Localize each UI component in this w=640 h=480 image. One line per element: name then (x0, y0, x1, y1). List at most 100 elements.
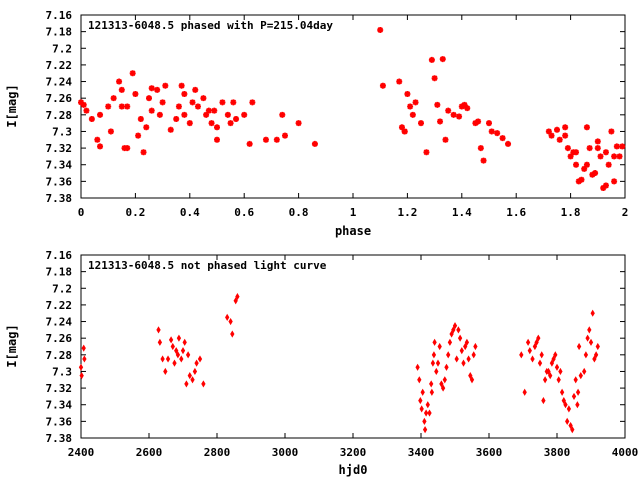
data-point (586, 145, 593, 152)
data-point (273, 136, 280, 143)
data-point (466, 355, 471, 363)
data-point (442, 136, 449, 143)
data-point (494, 130, 501, 137)
data-point (78, 363, 84, 371)
data-point (148, 85, 155, 92)
data-point (573, 149, 580, 156)
data-point (468, 372, 473, 380)
data-point (420, 388, 425, 396)
data-point (201, 380, 206, 388)
data-point (154, 86, 161, 93)
y-axis-title: I[mag] (5, 324, 19, 367)
data-point (471, 351, 476, 359)
data-point (417, 376, 422, 384)
y-tick-label: 7.28 (46, 349, 73, 362)
data-point (565, 417, 570, 425)
data-point (616, 153, 623, 160)
data-point (192, 367, 198, 376)
data-point (556, 376, 561, 384)
data-point (167, 126, 174, 133)
data-point (80, 101, 87, 108)
data-points (78, 26, 626, 192)
x-tick-label: 2800 (204, 446, 231, 459)
data-point (418, 396, 423, 405)
data-point (175, 103, 182, 110)
data-point (486, 120, 492, 127)
data-point (211, 107, 218, 114)
data-point (582, 367, 587, 376)
data-point (415, 363, 420, 371)
x-tick-label: 2 (622, 206, 629, 219)
y-tick-label: 7.18 (46, 266, 73, 279)
data-point (556, 136, 563, 143)
data-point (176, 334, 182, 342)
data-point (583, 124, 590, 131)
data-point (146, 95, 152, 102)
data-point (422, 426, 428, 434)
data-point (197, 355, 203, 363)
data-point (594, 138, 601, 145)
data-point (81, 344, 86, 352)
x-tick-label: 2400 (68, 446, 95, 459)
data-point (554, 363, 560, 371)
data-point (235, 293, 240, 301)
data-point (97, 143, 104, 150)
data-point (590, 309, 595, 317)
data-point (568, 421, 573, 430)
y-tick-label: 7.36 (46, 175, 73, 188)
data-point (186, 120, 193, 127)
data-point (539, 351, 544, 359)
data-point (581, 165, 588, 172)
data-point (200, 95, 207, 102)
data-point (449, 330, 454, 338)
data-point (184, 380, 189, 388)
data-point (576, 342, 582, 351)
data-point (124, 103, 131, 110)
y-tick-label: 7.36 (46, 415, 73, 428)
data-point (464, 105, 471, 112)
data-point (157, 338, 163, 346)
data-point (429, 380, 434, 388)
data-point (137, 115, 144, 122)
y-tick-label: 7.34 (46, 399, 73, 412)
axis-ticks: 0 0.2 0.4 0.6 0.8 1 1.2 1.4 1.6 1.8 2 7.16 7.18 7.2 7.… (46, 9, 629, 219)
data-point (575, 401, 580, 409)
data-point (407, 103, 414, 110)
data-point (461, 359, 466, 367)
data-point (575, 388, 581, 396)
y-tick-label: 7.26 (46, 332, 73, 345)
data-point (537, 359, 543, 367)
data-point (562, 132, 569, 139)
data-point (597, 153, 604, 160)
data-point (148, 107, 155, 114)
data-point (187, 372, 192, 380)
data-point (519, 351, 524, 359)
data-point (241, 111, 248, 118)
data-point (233, 115, 240, 122)
phased-light-curve-panel: 121313-6048.5 phased with P=215.04day ph… (5, 9, 628, 238)
data-point (578, 372, 583, 380)
data-point (246, 140, 253, 147)
data-point (118, 103, 125, 110)
data-point (564, 145, 571, 152)
data-point (445, 107, 452, 114)
data-point (480, 157, 487, 164)
data-point (116, 78, 123, 85)
x-tick-label: 1.4 (452, 206, 472, 219)
data-point (422, 417, 427, 425)
data-point (432, 338, 437, 346)
data-point (181, 111, 188, 118)
data-point (429, 388, 435, 396)
data-point (132, 91, 139, 98)
data-point (412, 99, 419, 106)
y-tick-label: 7.16 (46, 249, 73, 262)
data-point (592, 355, 597, 363)
data-point (135, 132, 142, 139)
x-tick-label: 1 (350, 206, 357, 219)
y-tick-label: 7.34 (46, 159, 73, 172)
data-point (179, 355, 184, 363)
y-tick-label: 7.32 (46, 142, 73, 155)
data-point (143, 124, 150, 131)
data-point (398, 124, 405, 131)
data-point (233, 297, 238, 305)
